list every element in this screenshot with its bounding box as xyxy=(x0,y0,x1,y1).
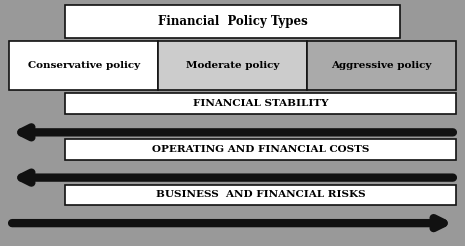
Bar xyxy=(9,41,158,90)
Bar xyxy=(65,5,400,38)
Text: FINANCIAL STABILITY: FINANCIAL STABILITY xyxy=(193,99,328,108)
Text: BUSINESS  AND FINANCIAL RISKS: BUSINESS AND FINANCIAL RISKS xyxy=(156,190,365,200)
Text: Financial  Policy Types: Financial Policy Types xyxy=(158,15,307,28)
Bar xyxy=(65,93,456,114)
Bar xyxy=(65,184,456,205)
Bar xyxy=(65,139,456,160)
Text: Aggressive policy: Aggressive policy xyxy=(331,61,432,70)
Bar xyxy=(158,41,307,90)
Text: Conservative policy: Conservative policy xyxy=(27,61,140,70)
Bar xyxy=(307,41,456,90)
Text: OPERATING AND FINANCIAL COSTS: OPERATING AND FINANCIAL COSTS xyxy=(152,145,369,154)
Text: Moderate policy: Moderate policy xyxy=(186,61,279,70)
